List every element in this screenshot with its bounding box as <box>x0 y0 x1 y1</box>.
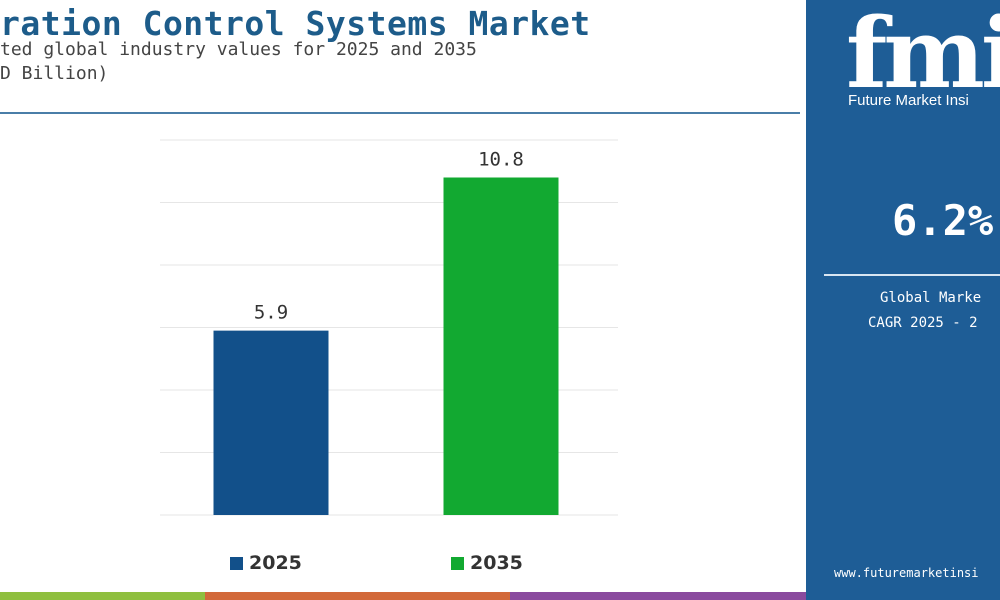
page-title: ration Control Systems Market <box>0 4 591 43</box>
bottom-strip-segment-1 <box>0 592 205 600</box>
unit-label: D Billion) <box>0 63 109 84</box>
website-url: www.futuremarketinsi <box>834 566 979 580</box>
bar-2025 <box>213 330 329 515</box>
brand-panel: fmi Future Market Insi 6.2% Global Marke… <box>806 0 1000 600</box>
legend-swatch-2035 <box>451 556 464 570</box>
data-label-2035: 10.8 <box>478 149 524 171</box>
brand-name: Future Market Insi <box>848 92 969 109</box>
fmi-logo: fmi <box>846 0 1000 110</box>
cagr-value: 6.2% <box>892 196 994 245</box>
bar-labels: 5.9 10.8 <box>254 149 524 324</box>
header-divider <box>0 112 800 114</box>
legend-item-2035: 2035 <box>451 548 523 578</box>
legend-label-2025: 2025 <box>249 552 302 574</box>
bar-2035 <box>443 177 559 515</box>
chart-legend: 2025 2035 <box>0 548 800 578</box>
bottom-color-strip <box>0 592 808 600</box>
panel-divider <box>824 274 1000 276</box>
cagr-label-line-2: CAGR 2025 - 2 <box>868 315 978 331</box>
legend-swatch-2025 <box>230 556 243 570</box>
bottom-strip-segment-3 <box>510 592 808 600</box>
legend-label-2035: 2035 <box>470 552 523 574</box>
page-subtitle: ted global industry values for 2025 and … <box>0 39 477 60</box>
legend-item-2025: 2025 <box>230 548 302 578</box>
bottom-strip-segment-2 <box>205 592 510 600</box>
data-label-2025: 5.9 <box>254 302 288 324</box>
bars <box>213 177 559 515</box>
cagr-label-line-1: Global Marke <box>880 290 982 306</box>
bar-chart: 5.9 10.8 <box>160 139 618 516</box>
